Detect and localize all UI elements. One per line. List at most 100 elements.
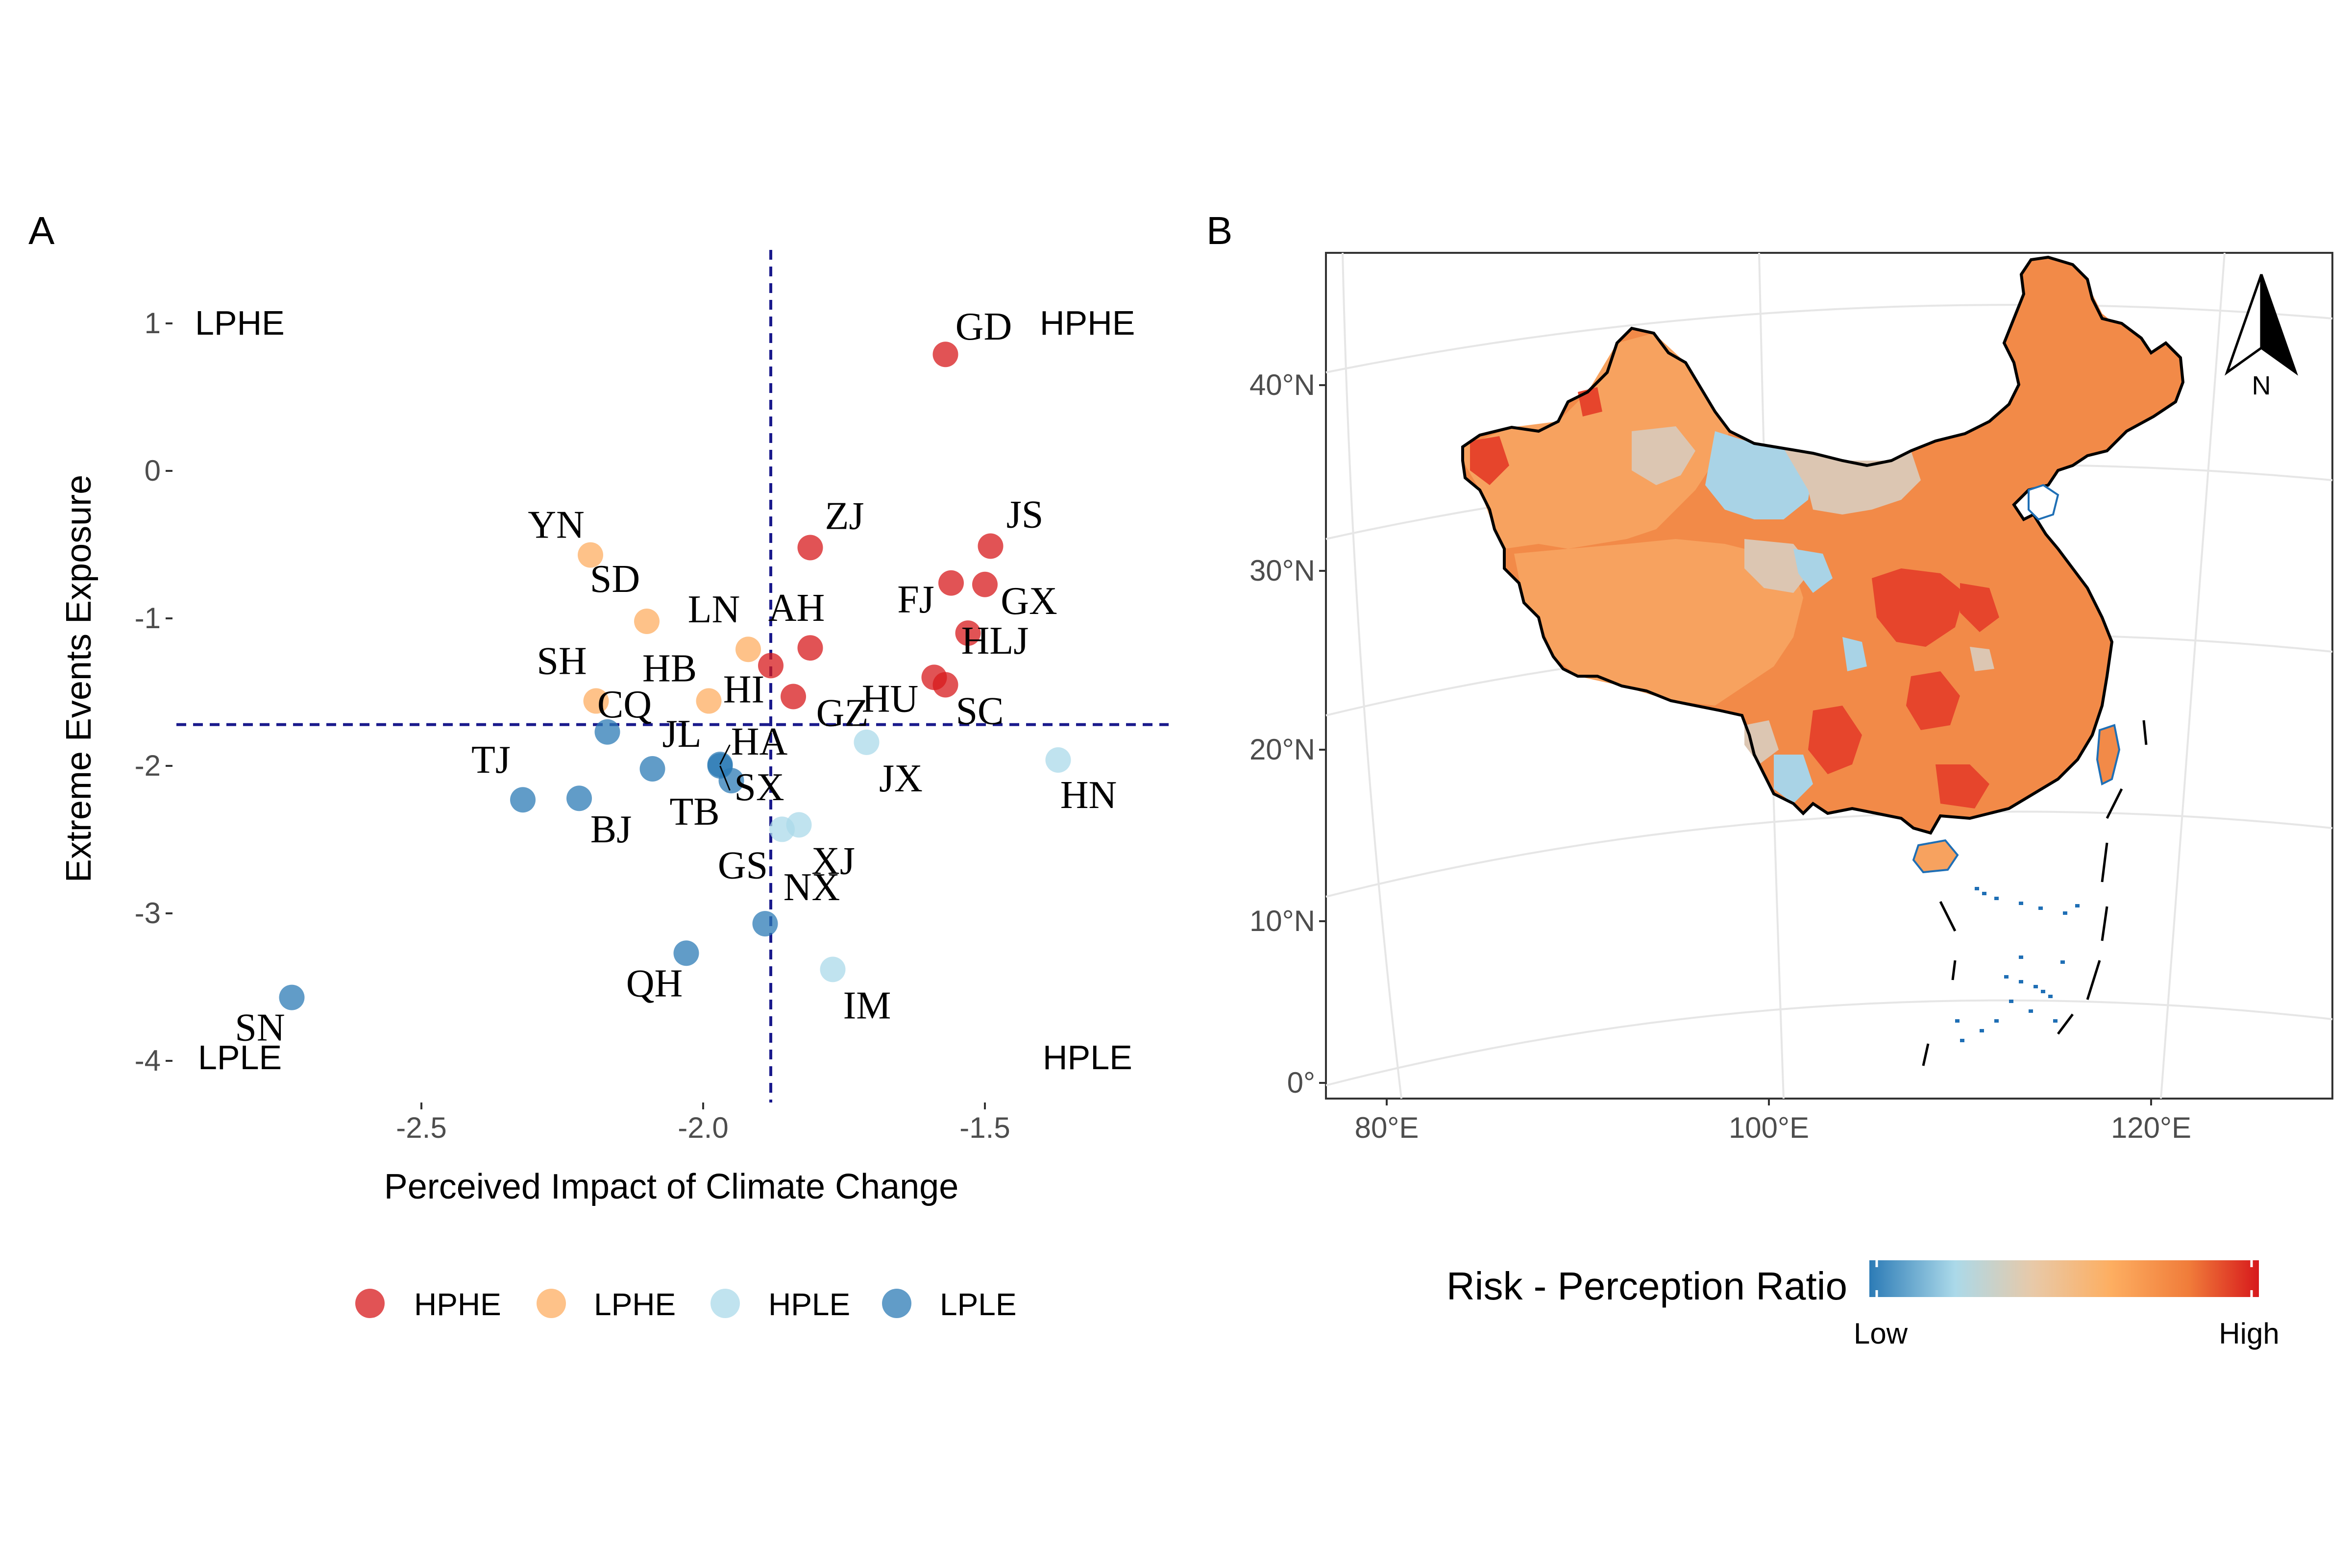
point-label-sx: SX <box>734 766 784 809</box>
region-inner-mongolia-pale <box>1784 448 1921 514</box>
y-axis-title: Extreme Events Exposure <box>59 475 98 882</box>
map-y-tick-label: 0° <box>1287 1066 1315 1099</box>
point-label-hi: HI <box>723 668 764 711</box>
scatter-point-sn <box>279 984 305 1010</box>
graticule-line <box>1342 252 1402 1099</box>
colorbar <box>1869 1260 2259 1297</box>
region-yunnan-dark <box>1808 706 1862 774</box>
island-speck <box>2038 906 2043 910</box>
point-label-sc: SC <box>956 689 1004 733</box>
nine-dash-segment <box>2106 788 2123 819</box>
region-guangdong-dark <box>1936 764 1989 808</box>
point-label-im: IM <box>843 984 891 1027</box>
point-label-gx: GX <box>1001 580 1057 623</box>
map-x-tick-label: 120°E <box>2111 1111 2191 1144</box>
island-speck <box>2075 904 2080 907</box>
scatter-point-hi <box>758 653 784 679</box>
quadrant-label-top-left: LPHE <box>195 304 285 342</box>
y-tick-label: -2 <box>135 749 161 782</box>
scatter-point-cq <box>594 719 620 745</box>
nine-dash-segment <box>1922 1043 1930 1066</box>
island-speck <box>2063 911 2067 915</box>
graticule-line <box>2160 252 2226 1099</box>
legend-swatch-hphe <box>355 1289 385 1318</box>
scatter-point-zj <box>797 535 823 561</box>
scatter-point-fj <box>938 570 964 596</box>
map-x-tick-label: 80°E <box>1355 1111 1419 1144</box>
scatter-point-gx <box>972 571 998 597</box>
point-label-zj: ZJ <box>825 495 864 538</box>
scatter-point-nx <box>752 911 778 937</box>
scatter-point-ah <box>797 635 823 661</box>
x-axis-title: Perceived Impact of Climate Change <box>384 1167 959 1206</box>
point-label-hu: HU <box>862 677 919 720</box>
island-speck <box>1980 1029 1984 1032</box>
region-pale-east <box>1970 647 1994 671</box>
map-y-tick-label: 10°N <box>1250 905 1315 937</box>
scatter-point-jl <box>639 756 665 782</box>
scatter-point-sc <box>932 672 958 698</box>
scatter-point-hb <box>696 688 722 714</box>
scatter-point-gz <box>781 684 806 710</box>
island-speck <box>2029 1009 2033 1013</box>
nine-dash-segment <box>2057 1013 2074 1035</box>
nine-dash-segment <box>2086 960 2101 1000</box>
island-speck <box>2041 990 2045 993</box>
island-speck <box>2060 960 2065 964</box>
region-pale-west <box>1632 426 1695 485</box>
island-speck <box>1994 1019 1999 1023</box>
island-speck <box>2019 956 2023 959</box>
quadrant-label-top-right: HPHE <box>1040 304 1135 342</box>
north-arrow-label: N <box>2252 371 2271 400</box>
island-speck <box>1955 1019 1960 1023</box>
point-label-cq: CQ <box>597 683 652 726</box>
island-speck <box>2009 1000 2013 1003</box>
scatter-point-hn <box>1045 747 1071 773</box>
region-heilongjiang <box>2038 274 2146 387</box>
scatter-point-js <box>978 533 1004 559</box>
label-leader-line <box>719 765 731 791</box>
point-label-hlj: HLJ <box>961 619 1029 662</box>
point-label-fj: FJ <box>897 578 934 621</box>
point-label-qh: QH <box>626 962 683 1005</box>
point-label-gz: GZ <box>816 692 869 735</box>
island-speck <box>1982 892 1986 895</box>
point-label-tj: TJ <box>471 738 511 782</box>
point-label-hb: HB <box>642 647 697 690</box>
scatter-point-sh <box>583 688 609 714</box>
point-label-js: JS <box>1006 493 1044 537</box>
point-label-ln: LN <box>688 588 740 631</box>
scatter-point-sd <box>634 609 660 635</box>
scatter-point-jx <box>854 729 880 755</box>
graticule-line <box>1325 999 2333 1086</box>
region-tibet <box>1514 539 1803 706</box>
island-speck <box>2019 902 2023 905</box>
island-speck <box>2004 975 2009 979</box>
region-anhui-dark <box>1960 583 1999 632</box>
legend-swatch-hple <box>710 1289 740 1318</box>
colorbar-low-label: Low <box>1854 1317 1908 1350</box>
graticule-line <box>1325 304 2333 373</box>
y-tick-label: -1 <box>135 602 161 635</box>
scatter-point-xj <box>786 812 812 838</box>
island-speck <box>2048 995 2053 998</box>
region-yunnan-blue <box>1774 755 1813 804</box>
region-west-dark <box>1470 436 1509 485</box>
hainan-island <box>1912 839 1959 874</box>
label-leader-line <box>719 744 731 765</box>
scatter-point-im <box>820 956 846 982</box>
map-y-tick-label: 40°N <box>1250 368 1315 401</box>
scatter-point-gd <box>932 342 958 368</box>
point-label-gs: GS <box>718 844 768 887</box>
legend-swatch-lphe <box>537 1289 566 1318</box>
map-y-tick-label: 20°N <box>1250 733 1315 766</box>
point-label-xj: XJ <box>811 839 855 882</box>
scatter-point-hlj <box>955 620 981 646</box>
china-border <box>1461 255 2185 835</box>
nine-dash-segment <box>1939 901 1957 932</box>
point-label-bj: BJ <box>590 808 632 851</box>
map-panel: 80°E 100°E 120°E 40°N 30°N 20°N 10°N 0° N <box>1250 252 2333 1144</box>
scatter-point-yn <box>578 542 603 568</box>
